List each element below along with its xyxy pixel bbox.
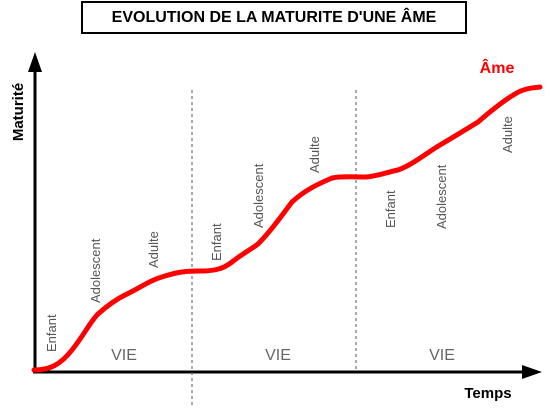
- x-axis-arrowhead: [522, 365, 542, 379]
- life2-stage-enfant: Enfant: [209, 223, 224, 261]
- life2-label: VIE: [265, 347, 291, 364]
- y-axis-arrowhead: [28, 52, 42, 72]
- life2-stage-adulte: Adulte: [307, 136, 322, 173]
- life1-stage-enfant: Enfant: [44, 314, 59, 352]
- life3-stage-adolescent: Adolescent: [434, 164, 449, 229]
- diagram-title: EVOLUTION DE LA MATURITE D'UNE ÂME: [81, 1, 467, 34]
- life3-label: VIE: [429, 347, 455, 364]
- life1-label: VIE: [111, 347, 137, 364]
- life2-stage-adolescent: Adolescent: [251, 163, 266, 228]
- life3-stage-enfant: Enfant: [383, 190, 398, 228]
- soul-maturity-curve: [31, 84, 543, 373]
- y-axis-label: Maturité: [10, 83, 27, 141]
- life1-stage-adolescent: Adolescent: [88, 238, 103, 303]
- life1-stage-adulte: Adulte: [146, 231, 161, 268]
- x-axis-label: Temps: [464, 385, 511, 402]
- curve-label: Âme: [480, 58, 515, 77]
- life3-stage-adulte: Adulte: [500, 116, 515, 153]
